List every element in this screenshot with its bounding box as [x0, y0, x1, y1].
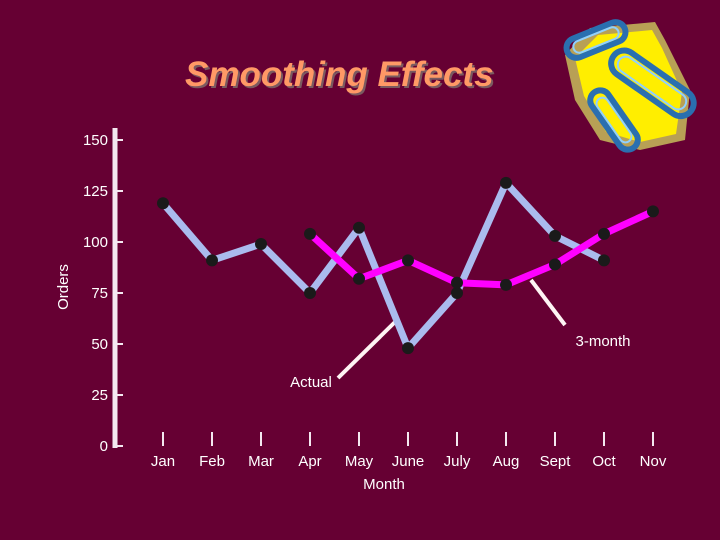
- annotation-3-month: 3-month: [575, 333, 630, 350]
- data-point-actual: [598, 254, 610, 267]
- data-point-actual: [500, 176, 512, 189]
- data-point-3-month: [353, 272, 365, 285]
- data-point-actual: [304, 287, 316, 299]
- series-line-3-month: [307, 208, 655, 289]
- y-axis-label: Orders: [55, 264, 72, 310]
- data-point-actual: [206, 254, 218, 267]
- y-tick-label: 0: [100, 438, 108, 455]
- data-point-actual: [549, 229, 561, 242]
- data-point-3-month: [647, 205, 659, 218]
- x-tick-label: July: [444, 453, 471, 470]
- x-tick-label: May: [345, 453, 374, 470]
- x-tick-label: Feb: [199, 453, 225, 470]
- annotation-actual: Actual: [290, 374, 332, 391]
- y-tick-label: 50: [91, 336, 108, 353]
- series-line-actual: [160, 179, 606, 352]
- y-tick-label: 150: [83, 132, 108, 149]
- y-tick-label: 125: [83, 183, 108, 200]
- data-point-3-month: [549, 258, 561, 271]
- x-tick-label: Apr: [298, 453, 321, 470]
- data-point-3-month: [500, 278, 512, 291]
- x-tick-label: Sept: [540, 453, 572, 470]
- data-point-actual: [353, 221, 365, 234]
- actual-leader-line: [336, 320, 397, 380]
- x-tick-label: Nov: [640, 453, 667, 470]
- paperclip-clipart-icon: [563, 19, 697, 153]
- chart-title: Smoothing Effects: [185, 55, 494, 94]
- x-tick-label: Aug: [493, 453, 520, 470]
- x-tick-label: June: [392, 453, 425, 470]
- x-tick-label: Mar: [248, 453, 274, 470]
- x-tick-label: Jan: [151, 453, 175, 470]
- data-point-3-month: [598, 227, 610, 240]
- x-axis-label: Month: [363, 476, 405, 493]
- y-tick-label: 75: [91, 285, 108, 302]
- data-point-3-month: [304, 227, 316, 240]
- data-point-3-month: [402, 254, 414, 267]
- 3-month-leader-line: [529, 278, 567, 327]
- data-point-actual: [402, 342, 414, 355]
- data-point-actual: [451, 287, 463, 299]
- x-tick-label: Oct: [592, 453, 616, 470]
- y-tick-label: 100: [83, 234, 108, 251]
- data-point-actual: [255, 238, 267, 251]
- y-tick-label: 25: [91, 387, 108, 404]
- data-point-3-month: [451, 276, 463, 289]
- data-point-actual: [157, 197, 169, 210]
